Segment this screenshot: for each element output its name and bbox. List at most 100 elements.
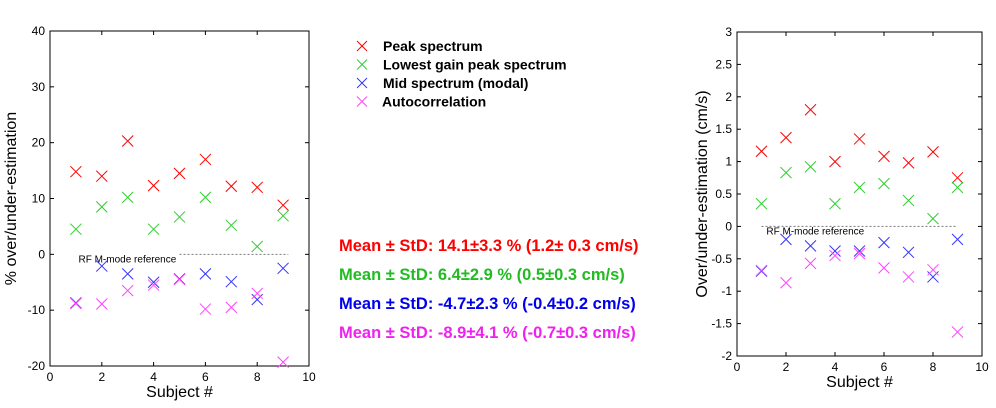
x-tick-label: 4 xyxy=(150,370,157,384)
y-tick-label: -1 xyxy=(721,284,732,298)
data-point xyxy=(780,276,792,289)
x-axis-label: Subject # xyxy=(146,384,213,401)
reference-label: RF M-mode reference xyxy=(766,226,864,237)
y-tick-label: 2 xyxy=(725,90,732,104)
plot-frame xyxy=(736,31,983,357)
data-point xyxy=(853,245,866,257)
legend-label: Peak spectrum xyxy=(383,38,483,54)
y-tick-label: 20 xyxy=(32,136,46,150)
data-point xyxy=(225,180,238,193)
y-tick-label: -1.5 xyxy=(711,317,732,331)
data-point xyxy=(927,263,939,276)
legend-label: Mid spectrum (modal) xyxy=(383,75,528,91)
x-tick-label: 2 xyxy=(98,370,105,384)
data-point xyxy=(755,197,768,210)
data-point xyxy=(147,276,160,289)
data-point xyxy=(878,150,890,163)
data-point xyxy=(927,146,939,158)
x-tick-label: 6 xyxy=(881,360,888,374)
data-point xyxy=(902,157,915,169)
data-point xyxy=(70,223,82,236)
data-point xyxy=(251,240,264,253)
data-point xyxy=(199,153,212,166)
legend-marker xyxy=(356,96,368,107)
data-point xyxy=(225,301,238,314)
data-point xyxy=(199,268,212,280)
stat-line: Mean ± StD: -8.9±4.1 % (-0.7±0.3 cm/s) xyxy=(339,324,636,342)
data-point xyxy=(878,236,890,249)
legend-label: Autocorrelation xyxy=(382,94,486,110)
data-point xyxy=(951,181,964,194)
x-tick-label: 4 xyxy=(832,360,839,374)
y-tick-label: -20 xyxy=(28,359,46,373)
data-point xyxy=(853,181,866,194)
data-point xyxy=(927,212,939,225)
stat-line: Mean ± StD: 6.4±2.9 % (0.5±0.3 cm/s) xyxy=(339,266,625,284)
y-tick-label: 30 xyxy=(32,80,46,94)
data-point xyxy=(951,233,964,246)
data-point xyxy=(225,219,238,232)
data-point xyxy=(95,170,108,183)
data-point xyxy=(951,171,964,184)
data-point xyxy=(121,284,134,297)
x-tick-label: 0 xyxy=(47,370,54,384)
right-chart: 0 2 4 6 8 10 -2 -1.5 -1 -0.5 0 0.5 1 1.5 2 2.5 3 Subject … xyxy=(694,25,989,391)
data-point xyxy=(277,209,289,222)
y-tick-label: 0.5 xyxy=(715,187,732,201)
plot-frame xyxy=(49,30,310,367)
legend-marker xyxy=(356,59,368,70)
data-point xyxy=(780,131,792,144)
x-tick-label: 8 xyxy=(254,370,261,384)
data-point xyxy=(878,262,890,274)
stats-block: Mean ± StD: 14.1±3.3 % (1.2± 0.3 cm/s) Me… xyxy=(339,237,639,342)
stat-line: Mean ± StD: 14.1±3.3 % (1.2± 0.3 cm/s) xyxy=(339,237,639,255)
data-point xyxy=(878,177,890,190)
x-tick-label: 2 xyxy=(783,360,790,374)
data-point xyxy=(829,197,841,210)
data-point xyxy=(173,167,186,180)
data-point xyxy=(951,326,964,338)
data-point xyxy=(251,287,264,300)
legend-marker xyxy=(356,77,368,89)
data-point xyxy=(95,260,108,272)
data-point xyxy=(277,356,289,368)
y-tick-label: 40 xyxy=(32,24,46,38)
data-point xyxy=(277,199,289,212)
data-point xyxy=(225,275,238,288)
y-tick-label: 3 xyxy=(725,25,732,39)
data-point xyxy=(853,247,866,260)
data-point xyxy=(804,257,817,270)
data-point xyxy=(780,166,792,179)
data-point xyxy=(804,103,817,116)
data-point xyxy=(70,165,82,178)
y-tick-label: -0.5 xyxy=(711,252,732,266)
data-point xyxy=(70,297,82,310)
data-point xyxy=(121,191,134,204)
data-point xyxy=(251,293,264,306)
data-point xyxy=(251,181,264,194)
y-tick-label: 0 xyxy=(38,247,45,261)
x-tick-label: 0 xyxy=(734,360,741,374)
data-point xyxy=(902,246,915,259)
data-point xyxy=(277,262,289,275)
legend-label: Lowest gain peak spectrum xyxy=(383,57,567,73)
data-point xyxy=(902,194,915,207)
data-point xyxy=(147,223,160,236)
y-axis-label: % over/under-estimation xyxy=(3,112,20,285)
data-point xyxy=(829,249,841,262)
data-point xyxy=(755,145,768,158)
data-point xyxy=(853,133,866,145)
data-point xyxy=(173,273,186,286)
y-axis-label: Over/under-estimation (cm/s) xyxy=(694,90,711,297)
data-point xyxy=(147,279,160,291)
left-chart: 0 2 4 6 8 10 -20 -10 0 10 20 30 40 Subject # % over/un… xyxy=(3,24,316,401)
data-point xyxy=(121,268,134,280)
x-axis-label: Subject # xyxy=(826,374,893,391)
y-tick-label: 2.5 xyxy=(715,57,732,71)
y-tick-label: 0 xyxy=(725,219,732,233)
y-tick-label: 1 xyxy=(725,155,732,169)
data-point xyxy=(829,245,841,257)
legend-marker xyxy=(356,40,368,52)
data-point xyxy=(804,239,817,252)
